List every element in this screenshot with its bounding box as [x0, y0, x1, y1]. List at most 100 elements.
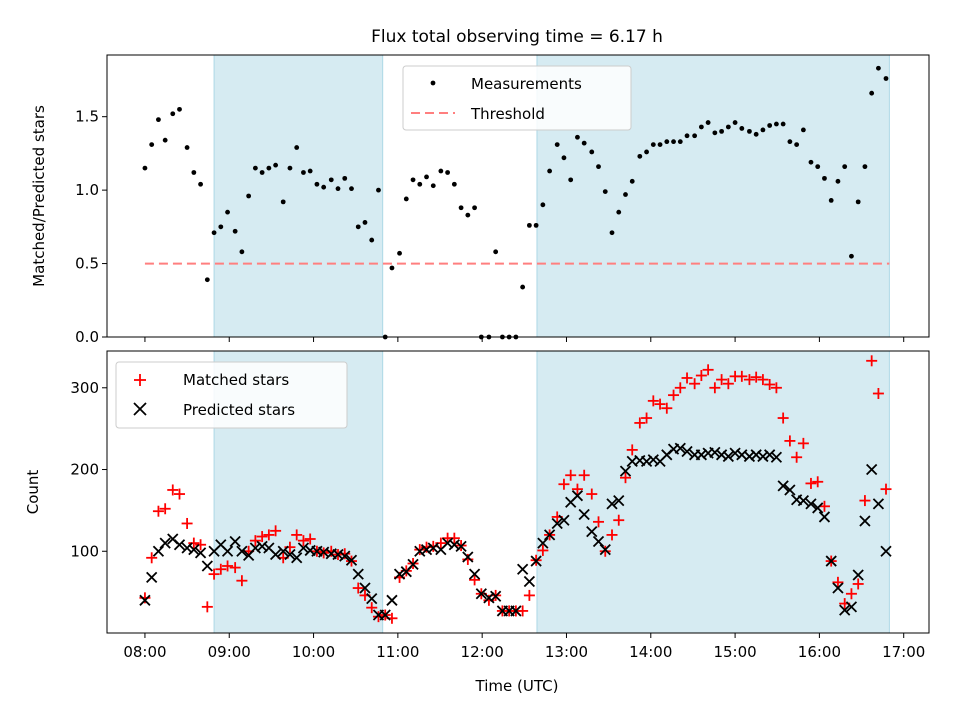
matched-star-marker	[414, 544, 426, 556]
measurement-point	[142, 165, 148, 171]
matched-star-marker	[352, 582, 364, 594]
x-tick-label: 11:00	[376, 643, 419, 661]
matched-star-marker	[797, 437, 809, 449]
measurement-point	[389, 265, 395, 271]
matched-star-marker	[805, 477, 817, 489]
measurement-point	[417, 181, 423, 187]
y-tick-label: 1.0	[75, 181, 99, 199]
measurement-point	[828, 198, 834, 203]
measurement-point	[808, 159, 814, 165]
x-tick-label: 12:00	[461, 643, 504, 661]
measurement-point	[664, 139, 670, 145]
y-tick-label: 0.5	[75, 255, 99, 273]
measurement-point	[876, 65, 881, 71]
measurement-point	[547, 168, 553, 174]
measurement-point	[225, 209, 230, 215]
measurement-point	[403, 196, 409, 202]
measurement-point	[637, 153, 643, 159]
matched-star-marker	[709, 382, 721, 394]
measurement-point	[335, 186, 341, 192]
matched-star-marker	[880, 483, 892, 495]
time-x-label: Time (UTC)	[475, 677, 559, 695]
predicted-star-marker	[490, 590, 502, 602]
matched-star-marker	[139, 592, 151, 604]
measurement-point	[725, 124, 731, 130]
measurement-point	[342, 175, 348, 181]
predicted-star-marker	[523, 575, 536, 588]
measurement-point	[794, 142, 800, 147]
measurement-point	[822, 175, 827, 181]
ratio-x-ticks	[144, 337, 905, 342]
measurement-point	[849, 253, 854, 259]
predicted-star-marker	[194, 547, 207, 559]
matched-star-marker	[702, 364, 714, 376]
legend-matched: Matched stars	[183, 371, 289, 389]
matched-star-marker	[716, 374, 728, 386]
measurement-point	[376, 187, 381, 193]
matched-star-marker	[586, 488, 598, 500]
measurement-point	[842, 164, 848, 170]
measurement-point	[218, 224, 224, 230]
matched-star-marker	[866, 355, 878, 367]
time-x-axis: 08:00 09:00 10:00 11:00 12:00 13:00 14:00 15:00…	[123, 633, 925, 661]
matched-star-marker	[695, 370, 707, 382]
measurement-point	[451, 181, 457, 187]
predicted-star-marker	[475, 588, 487, 600]
measurement-point	[198, 181, 203, 187]
matched-star-marker	[784, 435, 796, 447]
measurement-point	[855, 199, 861, 205]
measurement-point	[540, 202, 546, 208]
matched-star-marker	[152, 505, 164, 517]
matched-star-marker	[750, 371, 762, 383]
measurement-point	[307, 168, 313, 174]
measurement-point	[438, 168, 444, 174]
measurement-point	[445, 170, 451, 175]
predicted-star-marker	[551, 517, 563, 530]
measurement-point	[815, 164, 821, 170]
predicted-star-marker	[818, 511, 831, 523]
matched-star-marker	[791, 451, 803, 463]
measurement-point	[211, 230, 217, 236]
measurement-point	[410, 177, 416, 183]
matched-star-marker	[297, 535, 309, 547]
chart-title: Flux total observing time = 6.17 h	[371, 27, 663, 47]
measurement-point	[232, 228, 238, 234]
matched-star-marker	[668, 389, 680, 401]
predicted-star-marker	[229, 535, 241, 548]
ratio-panel: 0.0 0.5 1.0 1.5 Matched/Predicted stars Mea…	[30, 54, 930, 346]
matched-star-marker	[613, 514, 625, 526]
count-legend: Matched stars Predicted stars	[115, 361, 348, 429]
predicted-star-marker	[407, 558, 419, 570]
measurement-point	[774, 121, 779, 127]
matched-star-marker	[818, 500, 830, 512]
predicted-star-marker	[414, 545, 426, 557]
matched-star-marker	[215, 563, 227, 575]
predicted-star-marker	[797, 494, 810, 507]
predicted-star-marker	[606, 498, 618, 510]
y-tick-label: 0.0	[75, 328, 99, 346]
y-tick-label: 1.5	[75, 108, 99, 126]
predicted-stars-markers	[139, 442, 892, 621]
measurement-point	[561, 155, 567, 161]
matched-star-marker	[770, 382, 782, 394]
x-tick-label: 16:00	[798, 643, 841, 661]
predicted-star-marker	[386, 594, 398, 606]
predicted-star-marker	[722, 450, 734, 463]
predicted-star-marker	[379, 609, 391, 621]
predicted-star-marker	[613, 494, 625, 507]
predicted-star-marker	[832, 582, 844, 594]
predicted-star-marker	[339, 550, 351, 562]
measurement-point	[430, 183, 436, 189]
matched-star-marker	[599, 545, 611, 557]
predicted-star-marker	[839, 604, 851, 616]
measurement-point	[760, 127, 766, 133]
predicted-star-marker	[181, 542, 193, 554]
matched-star-marker	[558, 478, 570, 490]
matched-star-marker	[174, 488, 186, 500]
matched-star-marker	[845, 588, 857, 600]
measurement-point	[671, 139, 676, 145]
predicted-star-marker	[139, 594, 151, 606]
measurement-point	[677, 139, 683, 145]
legend-predicted: Predicted stars	[183, 401, 295, 419]
matched-star-marker	[757, 374, 769, 386]
